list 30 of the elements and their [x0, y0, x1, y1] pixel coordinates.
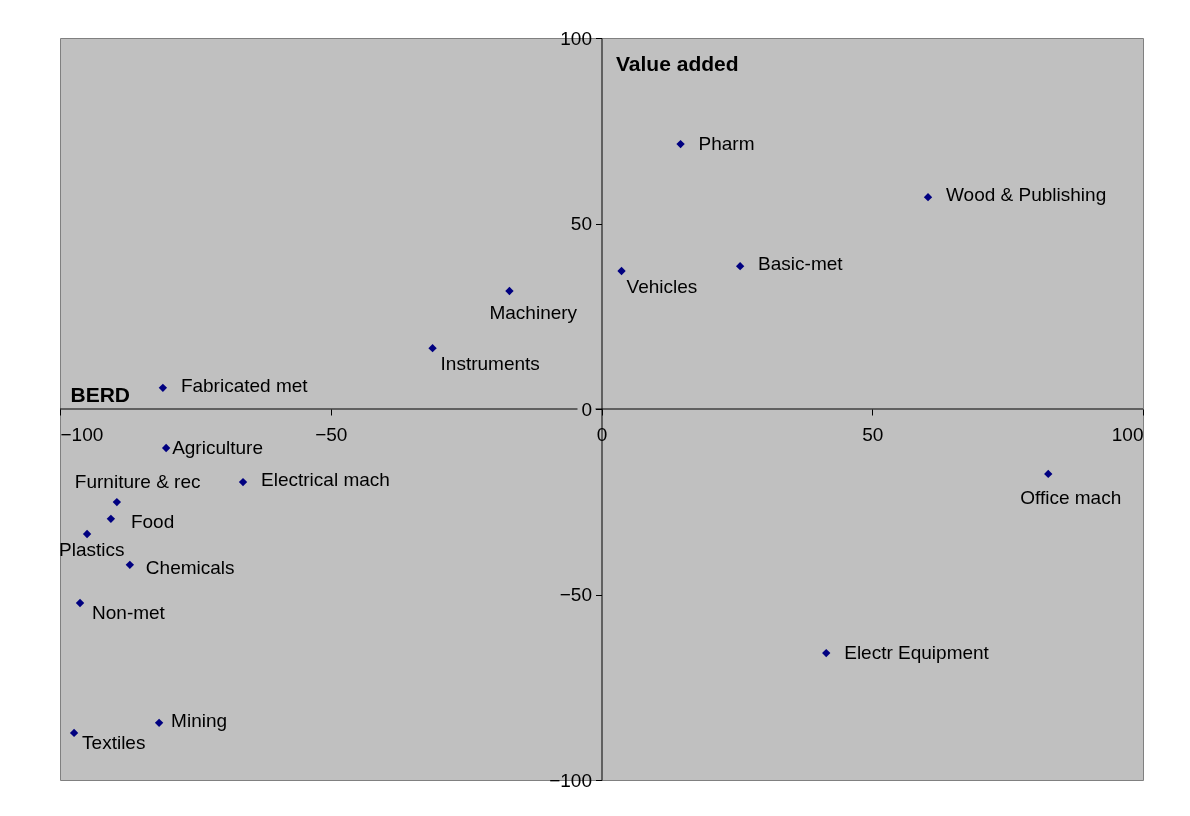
- y-axis-title: Value added: [616, 51, 739, 75]
- y-tick-label: 100: [560, 27, 592, 49]
- annotation: Textiles: [82, 731, 146, 753]
- x-tick-label: 0: [596, 423, 608, 445]
- annotation: Food: [130, 510, 175, 532]
- y-tick-label: −100: [549, 769, 592, 791]
- annotation: Mining: [171, 709, 228, 731]
- annotation: Office mach: [1020, 486, 1122, 508]
- annotation: Fabricated met: [180, 374, 309, 396]
- annotation: Electrical mach: [261, 469, 390, 491]
- annotation: Machinery: [489, 302, 578, 324]
- annotation: Pharm: [698, 133, 755, 155]
- y-tick-label: 0: [581, 398, 592, 420]
- annotation: Chemicals: [145, 556, 235, 578]
- y-tick-label: 50: [570, 213, 592, 234]
- annotation: Electr Equipment: [844, 642, 990, 664]
- x-tick-label: −100: [60, 423, 104, 445]
- x-tick-label: 100: [1111, 423, 1144, 445]
- annotation: Plastics: [59, 539, 125, 561]
- y-tick-label: −50: [559, 584, 592, 605]
- annotation: Basic-met: [758, 253, 844, 275]
- x-tick-label: 50: [862, 423, 884, 445]
- annotation: Vehicles: [626, 275, 698, 297]
- x-axis-title: BERD: [70, 382, 131, 406]
- annotation: Agriculture: [172, 436, 263, 458]
- annotation: Furniture & rec: [74, 471, 201, 493]
- annotation: Non-met: [92, 602, 166, 624]
- annotation: Wood & Publishing: [946, 184, 1107, 206]
- x-tick-label: −50: [315, 423, 348, 445]
- annotation: Instruments: [440, 353, 540, 375]
